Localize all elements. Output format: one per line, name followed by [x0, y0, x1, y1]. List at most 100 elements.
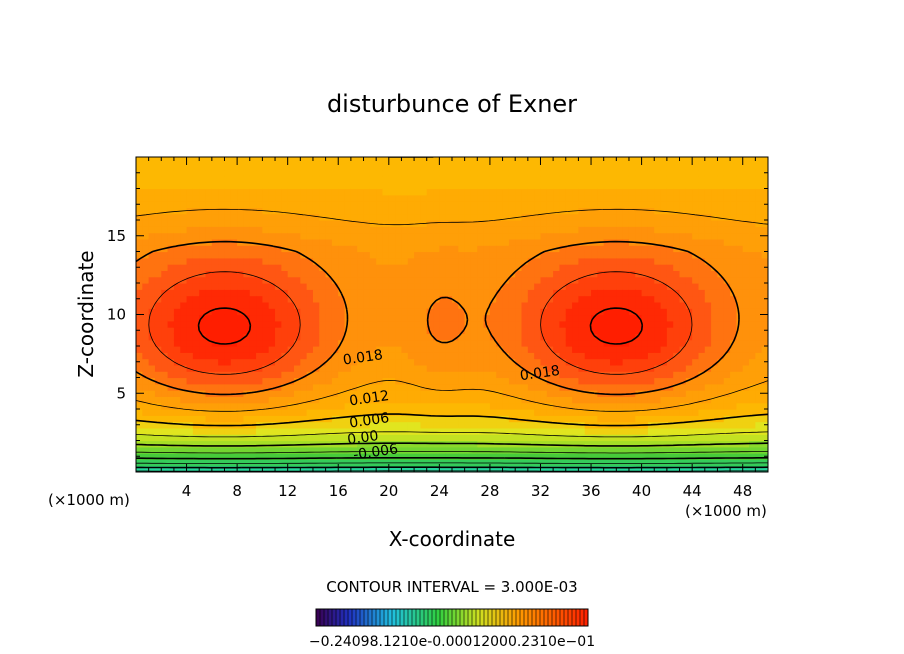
field-cell: [666, 301, 674, 309]
field-cell: [553, 163, 561, 171]
field-cell: [186, 188, 194, 196]
field-cell: [458, 201, 466, 208]
field-cell: [173, 194, 181, 202]
field-cell: [376, 213, 384, 221]
field-cell: [249, 459, 257, 467]
field-cell: [230, 358, 238, 366]
field-cell: [312, 264, 320, 271]
field-cell: [401, 333, 409, 341]
field-cell: [527, 434, 535, 442]
field-cell: [388, 465, 396, 472]
field-cell: [508, 327, 516, 334]
field-cell: [357, 371, 365, 379]
field-cell: [382, 238, 390, 246]
field-cell: [357, 308, 365, 316]
field-cell: [173, 157, 181, 164]
field-cell: [540, 371, 548, 379]
field-cell: [401, 314, 409, 322]
field-cell: [426, 213, 434, 221]
field-cell: [161, 276, 169, 284]
field-cell: [603, 157, 611, 164]
field-cell: [211, 251, 219, 259]
field-cell: [508, 283, 516, 290]
field-cell: [186, 295, 194, 303]
field-cell: [173, 440, 181, 448]
field-cell: [546, 207, 554, 215]
field-cell: [363, 339, 371, 347]
field-cell: [199, 465, 207, 472]
field-cell: [338, 352, 346, 360]
field-cell: [407, 226, 415, 234]
field-cell: [578, 346, 586, 353]
field-cell: [578, 402, 586, 410]
field-cell: [483, 409, 491, 416]
field-cell: [483, 446, 491, 454]
field-cell: [325, 371, 333, 379]
field-cell: [407, 289, 415, 297]
field-cell: [300, 327, 308, 334]
field-cell: [433, 427, 440, 435]
field-cell: [319, 270, 327, 278]
field-cell: [489, 465, 497, 472]
field-cell: [325, 264, 333, 271]
field-cell: [502, 308, 510, 316]
field-cell: [452, 421, 459, 429]
field-cell: [572, 226, 579, 234]
field-cell: [136, 308, 143, 316]
field-cell: [148, 358, 156, 366]
field-cell: [458, 358, 466, 366]
field-cell: [685, 270, 693, 278]
field-cell: [407, 201, 415, 208]
field-cell: [553, 390, 561, 397]
field-cell: [540, 251, 548, 259]
field-cell: [603, 175, 611, 183]
field-cell: [591, 182, 598, 190]
field-cell: [363, 358, 371, 366]
field-cell: [749, 220, 756, 227]
field-cell: [243, 339, 251, 347]
field-cell: [401, 320, 409, 328]
field-cell: [294, 358, 301, 366]
field-cell: [256, 465, 263, 472]
field-cell: [565, 409, 573, 416]
field-cell: [376, 201, 384, 208]
field-cell: [559, 465, 567, 472]
field-cell: [578, 169, 586, 177]
field-cell: [142, 415, 150, 423]
field-cell: [420, 157, 428, 164]
field-cell: [319, 364, 327, 372]
field-cell: [180, 163, 188, 171]
field-cell: [401, 257, 409, 265]
field-cell: [275, 308, 282, 316]
field-cell: [192, 377, 200, 385]
field-cell: [692, 169, 700, 177]
field-cell: [704, 245, 712, 253]
field-cell: [142, 270, 150, 278]
field-cell: [445, 364, 453, 372]
field-cell: [591, 364, 598, 372]
field-cell: [502, 377, 510, 385]
field-cell: [749, 163, 756, 171]
field-cell: [711, 226, 719, 234]
field-cell: [464, 163, 472, 171]
field-cell: [325, 421, 333, 429]
field-cell: [452, 194, 459, 202]
field-cell: [470, 352, 478, 360]
field-cell: [489, 339, 497, 347]
field-cell: [173, 402, 181, 410]
field-cell: [357, 213, 365, 221]
field-cell: [148, 207, 156, 215]
field-cell: [635, 207, 643, 215]
field-cell: [591, 283, 598, 290]
field-cell: [534, 453, 542, 460]
field-cell: [565, 213, 573, 221]
field-cell: [268, 157, 276, 164]
field-cell: [312, 238, 320, 246]
field-cell: [660, 415, 668, 423]
field-cell: [287, 333, 295, 341]
field-cell: [287, 169, 295, 177]
field-cell: [565, 257, 573, 265]
field-cell: [673, 251, 681, 259]
field-cell: [275, 427, 282, 435]
field-cell: [439, 415, 447, 423]
